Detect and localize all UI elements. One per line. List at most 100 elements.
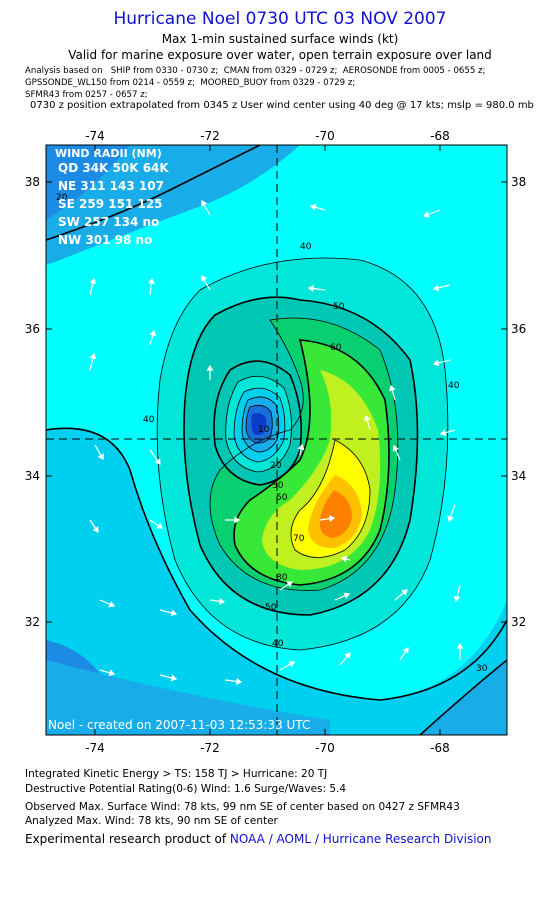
x-tick-label: -68 — [430, 741, 450, 755]
wind-vector-head — [97, 453, 104, 461]
contour-label: 40 — [143, 415, 155, 425]
wind-radii-row: SE 259 151 125 — [58, 197, 163, 211]
wind-radii-row: QD 34K 50K 64K — [58, 161, 169, 175]
contour-75 — [290, 439, 371, 558]
wind-vector-head — [343, 592, 351, 599]
wind-radii-row: NE 311 143 107 — [58, 179, 164, 193]
wind-vector-head — [147, 277, 155, 284]
analyzed-max-line: Analyzed Max. Wind: 78 kts, 90 nm SE of … — [25, 815, 278, 827]
wind-vector-head — [439, 429, 447, 437]
contour-label: 50 — [333, 302, 345, 312]
y-tick-label: 36 — [25, 322, 40, 336]
contour-label: 20 — [56, 193, 68, 203]
contour-label: 50 — [265, 603, 277, 613]
contour-label: 40 — [272, 639, 284, 649]
wind-vector-head — [236, 677, 243, 685]
contour-40 — [156, 257, 449, 651]
wind-vector-head — [201, 199, 208, 207]
contour-label: 40 — [300, 242, 312, 252]
contour-label: 80 — [276, 573, 288, 583]
wind-vector-head — [309, 203, 317, 211]
contour-label-group: 10 20 30 40 40 40 40 50 50 50 60 70 80 3… — [56, 193, 488, 674]
wind-vector-head — [234, 516, 241, 524]
contour-label: 60 — [330, 343, 342, 353]
wind-vector-head — [447, 515, 454, 523]
wind-vector-head — [456, 642, 464, 649]
contour-label: 40 — [448, 381, 460, 391]
x-axis-top: -74 -72 -70 -68 — [85, 129, 450, 143]
wind-vector-head — [286, 581, 293, 588]
contour-label: 30 — [476, 664, 488, 674]
y-axis-left: 38 36 34 32 — [25, 175, 40, 629]
x-axis-bottom: -74 -72 -70 -68 — [85, 741, 450, 755]
wind-vector-head — [108, 669, 116, 677]
contour-core-20 — [241, 396, 280, 453]
wind-vector-head — [363, 414, 371, 422]
wind-radii-row: SW 257 134 no — [58, 215, 159, 229]
wind-vector-head — [89, 352, 97, 360]
y-tick-label: 38 — [25, 175, 40, 189]
contour-50 — [183, 296, 419, 616]
wind-vector-head — [401, 589, 408, 596]
y-tick-label: 32 — [25, 615, 40, 629]
wind-radii-table: WIND RADII (NM) QD 34K 50K 64K NE 311 14… — [55, 147, 169, 247]
wind-vector-head — [170, 674, 178, 682]
wind-vectors — [89, 199, 464, 685]
credit-line: Experimental research product of NOAA / … — [25, 832, 491, 846]
contour-label: 30 — [272, 481, 284, 491]
validity-note: Valid for marine exposure over water, op… — [68, 48, 492, 62]
x-tick-label: -72 — [200, 741, 220, 755]
y-tick-label: 34 — [511, 469, 526, 483]
wind-vector-head — [402, 647, 409, 654]
wind-vector-head — [432, 284, 440, 292]
wind-vector-head — [201, 274, 208, 282]
wind-vector-head — [432, 359, 440, 367]
position-line: 0730 z position extrapolated from 0345 z… — [30, 100, 534, 111]
wind-vector-head — [288, 661, 296, 668]
contour-40-outer — [46, 427, 507, 701]
contour-label: 70 — [293, 534, 305, 544]
contour-30-nw — [46, 145, 261, 241]
dpr-line: Destructive Potential Rating(0-6) Wind: … — [25, 783, 347, 795]
wind-vector-head — [170, 609, 178, 617]
credit-org-link[interactable]: NOAA / AOML / Hurricane Research Divisio… — [229, 832, 492, 846]
wind-vector-head — [340, 555, 348, 563]
observed-max-line: Observed Max. Surface Wind: 78 kts, 99 n… — [25, 801, 460, 813]
wind-vector-head — [453, 595, 461, 603]
y-tick-label: 34 — [25, 469, 40, 483]
contour-label: 10 — [258, 425, 270, 435]
wind-vector-head — [422, 211, 430, 218]
wind-vector-head — [149, 329, 157, 337]
contour-label: 20 — [270, 461, 282, 471]
page-title: Hurricane Noel 0730 UTC 03 NOV 2007 — [113, 9, 447, 29]
y-tick-label: 32 — [511, 615, 526, 629]
y-tick-label: 38 — [511, 175, 526, 189]
wind-vector-head — [218, 597, 226, 605]
map-subtitle: Max 1-min sustained surface winds (kt) — [161, 32, 399, 46]
analysis-line-1: Analysis based on SHIP from 0330 - 0730 … — [25, 66, 486, 76]
wind-vector-head — [92, 526, 99, 533]
analysis-line-3: SFMR43 from 0257 - 0657 z; — [25, 90, 148, 100]
wind-vector-head — [328, 515, 336, 523]
wind-vector-head — [392, 444, 399, 452]
wind-vector-head — [206, 364, 214, 371]
wind-vector-head — [108, 601, 116, 608]
credit-prefix: Experimental research product of — [25, 832, 230, 846]
y-tick-label: 36 — [511, 322, 526, 336]
wind-vector-head — [307, 285, 314, 293]
map-frame — [45, 144, 508, 736]
created-credit: Noel - created on 2007-11-03 12:53:33 UT… — [48, 718, 310, 732]
x-tick-label: -70 — [315, 741, 335, 755]
contour-30-se — [419, 659, 507, 735]
x-tick-label: -72 — [200, 129, 220, 143]
tick-marks — [46, 145, 507, 735]
wind-radii-row: NW 301 98 no — [58, 233, 152, 247]
x-tick-label: -68 — [430, 129, 450, 143]
wind-vector-head — [344, 652, 351, 659]
contour-core-10 — [245, 404, 273, 444]
wind-field — [46, 145, 507, 735]
x-tick-label: -74 — [85, 129, 105, 143]
x-tick-label: -70 — [315, 129, 335, 143]
analysis-line-2: GPSSONDE_WL150 from 0214 - 0559 z; MOORE… — [25, 78, 356, 88]
